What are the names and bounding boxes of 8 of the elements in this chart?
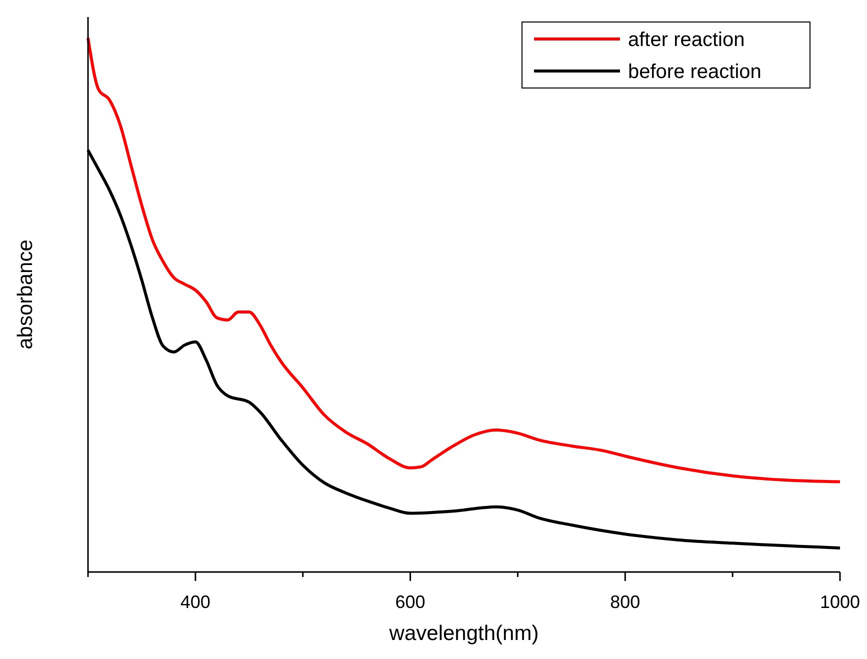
x-tick-label: 800 <box>610 592 640 612</box>
y-axis-title: absorbance <box>14 240 37 350</box>
x-tick-label: 1000 <box>820 592 860 612</box>
legend-label: after reaction <box>628 29 745 51</box>
x-tick-label: 400 <box>180 592 210 612</box>
legend-label: before reaction <box>628 61 762 83</box>
x-tick-label: 600 <box>395 592 426 612</box>
x-axis-title: wavelength(nm) <box>388 622 539 645</box>
